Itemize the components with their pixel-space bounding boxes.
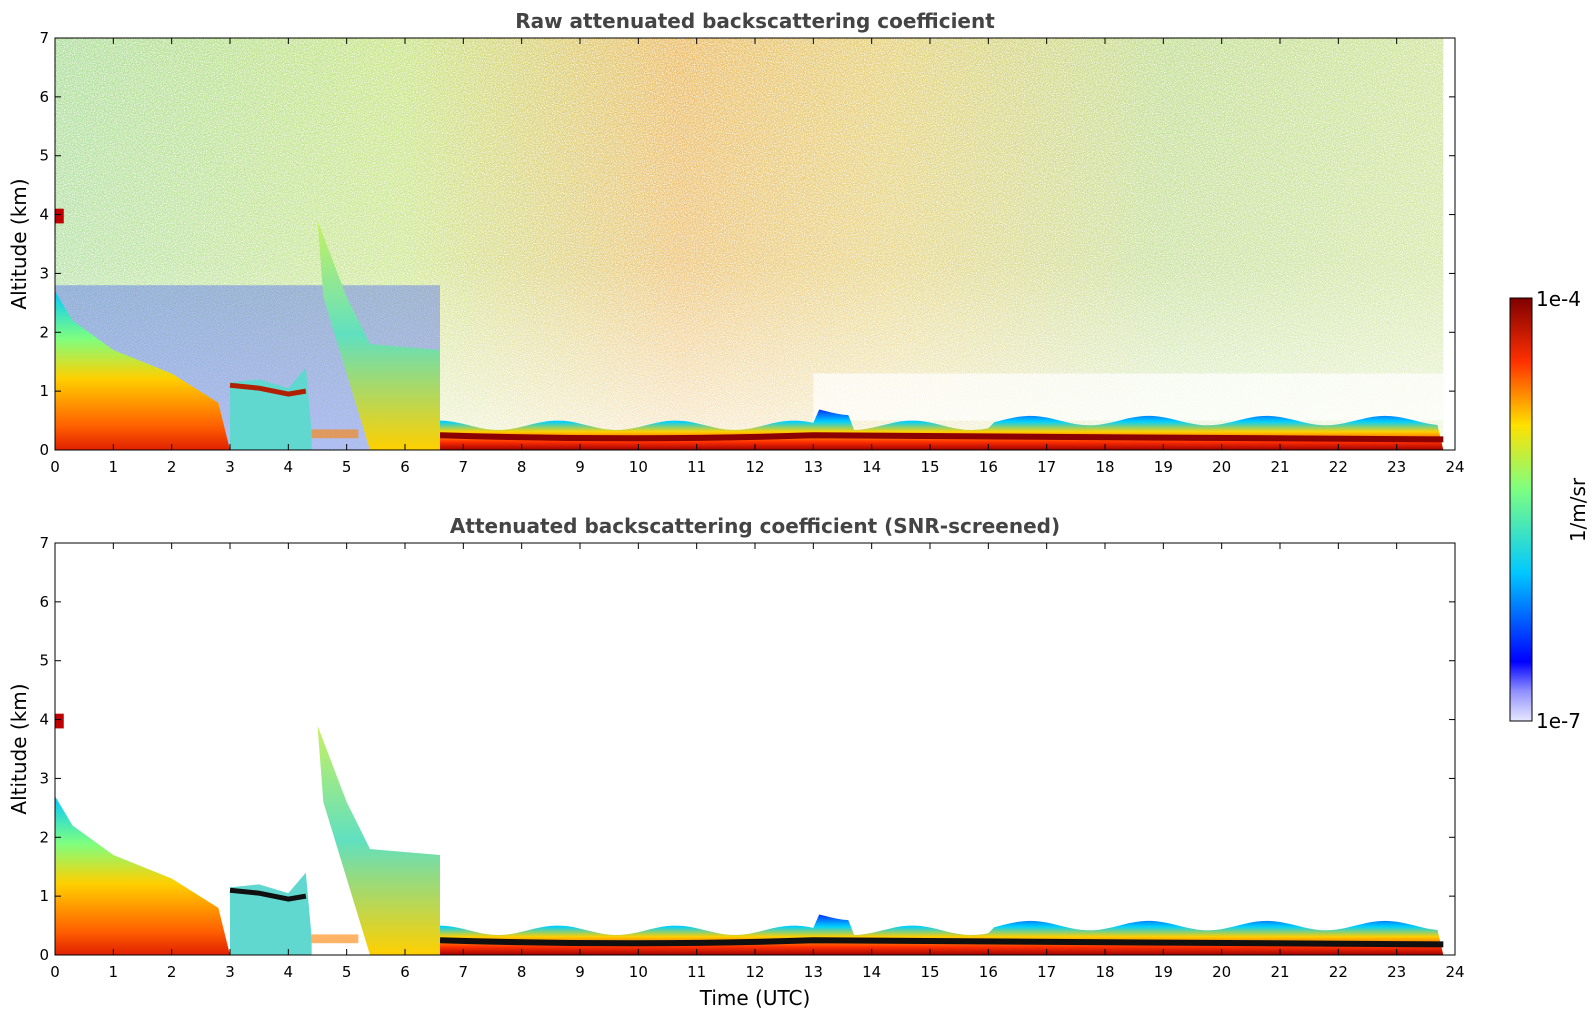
y-tick-label: 4 bbox=[39, 206, 49, 224]
x-tick-label: 3 bbox=[225, 963, 235, 981]
y-tick-label: 2 bbox=[39, 323, 49, 341]
x-tick-label: 13 bbox=[804, 458, 823, 476]
y-tick-label: 5 bbox=[39, 147, 49, 165]
y-axis-label: Altitude (km) bbox=[7, 178, 31, 309]
high-cloud-patch bbox=[55, 208, 64, 224]
panels: 0 1 2 3 4 5 6 7 8 9 10 11 12 13 14 15 16 17 18 19 20 21 22 23 24… bbox=[7, 9, 1465, 1010]
colorbar-gradient bbox=[1509, 297, 1533, 722]
y-tick-label: 0 bbox=[39, 946, 49, 964]
x-tick-label: 22 bbox=[1329, 458, 1348, 476]
colorbar: 1e-4 1e-7 1/m/sr bbox=[1509, 287, 1590, 733]
x-tick-label: 4 bbox=[284, 963, 294, 981]
x-tick-label: 18 bbox=[1095, 458, 1114, 476]
y-tick-label: 5 bbox=[39, 652, 49, 670]
colorbar-unit-label: 1/m/sr bbox=[1566, 477, 1590, 542]
panel-1: 0 1 2 3 4 5 6 7 8 9 10 11 12 13 14 15 16 17 18 19 20 21 22 23 24… bbox=[7, 9, 1465, 476]
y-tick-label: 1 bbox=[39, 887, 49, 905]
y-tick-label: 1 bbox=[39, 382, 49, 400]
cloud-base-line bbox=[229, 887, 307, 902]
panel-2: 0 1 2 3 4 5 6 7 8 9 10 11 12 13 14 15 16 17 18 19 20 21 22 23 24… bbox=[7, 514, 1465, 1010]
y-tick-label: 3 bbox=[39, 769, 49, 787]
x-tick-label: 9 bbox=[575, 458, 585, 476]
aerosol-plume bbox=[317, 725, 440, 955]
x-tick-label: 12 bbox=[745, 963, 764, 981]
x-tick-label: 20 bbox=[1212, 963, 1231, 981]
x-tick-label: 2 bbox=[167, 458, 177, 476]
y-tick-label: 7 bbox=[39, 534, 49, 552]
x-tick-label: 11 bbox=[687, 458, 706, 476]
x-tick-label: 21 bbox=[1270, 458, 1289, 476]
x-tick-label: 3 bbox=[225, 458, 235, 476]
x-tick-label: 14 bbox=[862, 963, 881, 981]
x-tick-label: 18 bbox=[1095, 963, 1114, 981]
x-tick-label: 7 bbox=[459, 963, 469, 981]
surface-dark-line bbox=[439, 937, 1444, 948]
x-tick-label: 16 bbox=[979, 963, 998, 981]
x-tick-label: 16 bbox=[979, 458, 998, 476]
panel-title: Attenuated backscattering coefficient (S… bbox=[450, 514, 1060, 538]
x-tick-label: 23 bbox=[1387, 963, 1406, 981]
x-tick-label: 8 bbox=[517, 963, 527, 981]
x-tick-label: 15 bbox=[920, 458, 939, 476]
x-tick-label: 22 bbox=[1329, 963, 1348, 981]
plot-area bbox=[55, 543, 1455, 955]
residual-layer bbox=[311, 429, 359, 439]
x-tick-label: 2 bbox=[167, 963, 177, 981]
x-tick-label: 20 bbox=[1212, 458, 1231, 476]
x-tick-label: 21 bbox=[1270, 963, 1289, 981]
x-tick-label: 0 bbox=[50, 458, 60, 476]
x-tick-label: 0 bbox=[50, 963, 60, 981]
x-tick-label: 8 bbox=[517, 458, 527, 476]
x-tick-label: 4 bbox=[284, 458, 294, 476]
cloud-base-line bbox=[229, 382, 307, 397]
y-axis-label: Altitude (km) bbox=[7, 683, 31, 814]
x-tick-label: 17 bbox=[1037, 963, 1056, 981]
clear-patch bbox=[813, 373, 1444, 421]
x-tick-label: 13 bbox=[804, 963, 823, 981]
x-tick-label: 17 bbox=[1037, 458, 1056, 476]
x-tick-label: 11 bbox=[687, 963, 706, 981]
morning-boundary-layer bbox=[55, 796, 230, 955]
residual-layer bbox=[311, 934, 359, 944]
x-tick-label: 6 bbox=[400, 458, 410, 476]
y-tick-label: 7 bbox=[39, 29, 49, 47]
x-tick-label: 5 bbox=[342, 963, 352, 981]
x-tick-label: 5 bbox=[342, 458, 352, 476]
x-tick-label: 14 bbox=[862, 458, 881, 476]
surface-dark-line bbox=[439, 432, 1444, 443]
colorbar-min-label: 1e-7 bbox=[1536, 709, 1581, 733]
colorbar-max-label: 1e-4 bbox=[1536, 287, 1581, 311]
x-tick-label: 15 bbox=[920, 963, 939, 981]
x-tick-label: 1 bbox=[109, 963, 119, 981]
x-axis-label: Time (UTC) bbox=[699, 986, 811, 1010]
y-tick-label: 2 bbox=[39, 828, 49, 846]
x-tick-label: 10 bbox=[629, 458, 648, 476]
x-tick-label: 23 bbox=[1387, 458, 1406, 476]
x-tick-label: 19 bbox=[1154, 458, 1173, 476]
morning-boundary-layer bbox=[55, 291, 230, 450]
plot-area bbox=[55, 38, 1455, 450]
y-tick-label: 3 bbox=[39, 264, 49, 282]
high-cloud-patch bbox=[55, 713, 64, 729]
x-tick-label: 19 bbox=[1154, 963, 1173, 981]
x-tick-label: 9 bbox=[575, 963, 585, 981]
panel-title: Raw attenuated backscattering coefficien… bbox=[515, 9, 995, 33]
y-tick-label: 6 bbox=[39, 88, 49, 106]
aerosol-plume bbox=[317, 220, 440, 450]
x-tick-label: 6 bbox=[400, 963, 410, 981]
y-tick-label: 6 bbox=[39, 593, 49, 611]
x-tick-label: 7 bbox=[459, 458, 469, 476]
plot-background bbox=[55, 543, 1455, 955]
x-tick-label: 10 bbox=[629, 963, 648, 981]
y-tick-label: 4 bbox=[39, 711, 49, 729]
x-tick-label: 12 bbox=[745, 458, 764, 476]
x-tick-label: 1 bbox=[109, 458, 119, 476]
x-tick-label: 24 bbox=[1445, 963, 1464, 981]
x-tick-label: 24 bbox=[1445, 458, 1464, 476]
y-tick-label: 0 bbox=[39, 441, 49, 459]
